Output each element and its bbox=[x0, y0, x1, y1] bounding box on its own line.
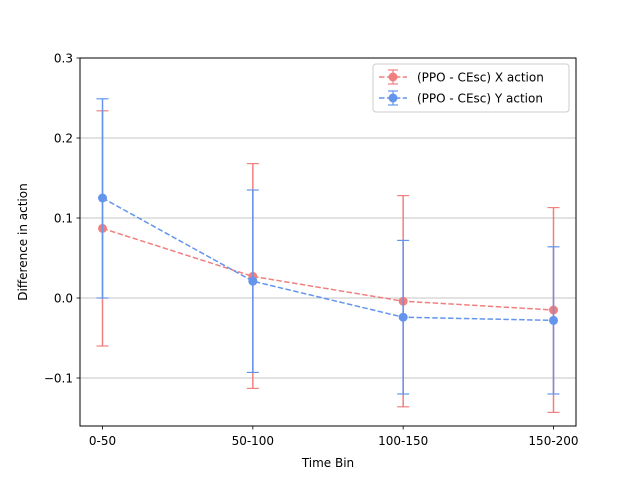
data-point-y-action bbox=[98, 193, 107, 203]
data-point-y-action bbox=[248, 276, 258, 286]
y-tick-label: 0.1 bbox=[54, 212, 73, 226]
legend-box bbox=[372, 63, 570, 113]
x-tick-label: 150-200 bbox=[528, 434, 578, 448]
data-point-y-action bbox=[549, 315, 558, 325]
y-tick-label: 0.0 bbox=[54, 292, 73, 306]
series-line-y-action bbox=[102, 197, 554, 322]
series-y-action bbox=[96, 98, 560, 395]
legend-marker-x-action bbox=[388, 72, 398, 82]
x-axis-label: Time Bin bbox=[301, 456, 354, 470]
series-line-x-action bbox=[102, 227, 554, 311]
y-tick-label: 0.3 bbox=[54, 52, 73, 66]
y-axis-label: Difference in action bbox=[16, 183, 30, 300]
legend: (PPO - CEsc) X action (PPO - CEsc) Y acti… bbox=[372, 63, 570, 113]
y-axis: −0.1 0.0 0.1 0.2 0.3 bbox=[44, 52, 80, 386]
grid bbox=[80, 57, 576, 379]
legend-label-x-action: (PPO - CEsc) X action bbox=[417, 71, 544, 85]
y-tick-label: −0.1 bbox=[44, 372, 73, 386]
y-tick-label: 0.2 bbox=[54, 132, 73, 146]
series-layer bbox=[96, 98, 560, 413]
legend-label-y-action: (PPO - CEsc) Y action bbox=[417, 92, 543, 106]
plot-frame bbox=[79, 57, 577, 427]
x-axis: 0-50 50-100 100-150 150-200 bbox=[89, 426, 579, 448]
legend-marker-y-action bbox=[388, 93, 398, 103]
data-point-y-action bbox=[398, 312, 408, 322]
x-tick-label: 100-150 bbox=[378, 434, 428, 448]
x-tick-label: 0-50 bbox=[89, 434, 116, 448]
x-tick-label: 50-100 bbox=[232, 434, 275, 448]
